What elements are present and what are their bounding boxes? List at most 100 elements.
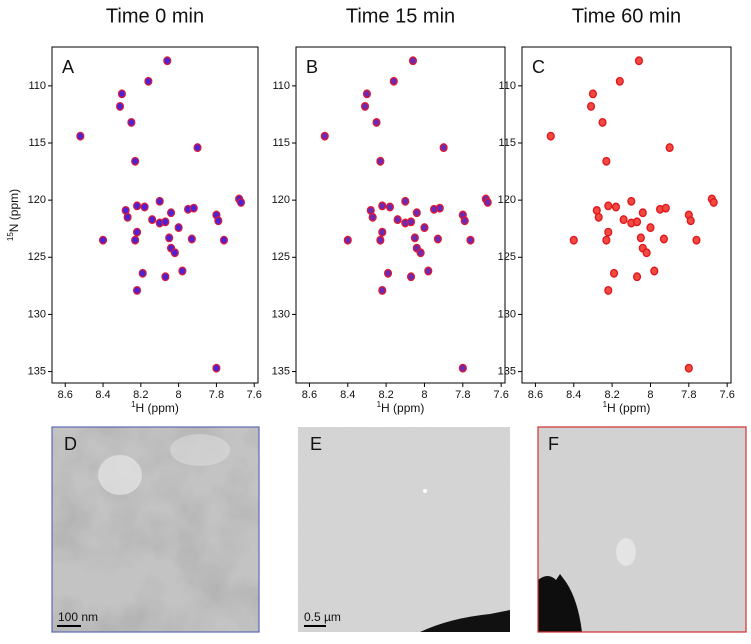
peak: [167, 208, 176, 218]
peak: [410, 233, 419, 243]
panel-label: E: [310, 434, 322, 454]
peak: [424, 266, 433, 276]
y-tick-label: 130: [498, 308, 516, 320]
y-tick-label: 130: [272, 308, 290, 320]
panel-label: F: [548, 434, 559, 454]
y-tick-label: 125: [272, 251, 290, 263]
peak: [132, 285, 142, 295]
peak: [193, 143, 202, 153]
peak: [433, 234, 442, 244]
label-part: 15: [6, 232, 15, 241]
plot-frame: [51, 46, 259, 384]
plot-frame: [295, 46, 506, 384]
peak: [178, 266, 187, 276]
x-tick-label: 7.8: [209, 389, 224, 401]
peak: [117, 89, 126, 99]
peak: [148, 215, 157, 225]
label-part: 1: [131, 400, 136, 409]
peak: [684, 363, 693, 373]
peak: [588, 89, 597, 99]
peak: [483, 197, 492, 207]
peak: [439, 143, 448, 153]
scale-label: 0.5 µm: [304, 610, 341, 624]
peak: [161, 217, 170, 227]
peak: [406, 217, 416, 227]
panel-label: D: [64, 434, 77, 454]
y-tick-label: 125: [498, 251, 516, 263]
peak: [435, 203, 444, 213]
peak: [406, 272, 416, 282]
label-part: 1: [603, 400, 608, 409]
peak: [144, 76, 153, 86]
peak: [604, 285, 613, 295]
panel-label: C: [532, 57, 545, 77]
peak: [214, 216, 223, 226]
y-tick-label: 110: [272, 80, 290, 92]
peak: [236, 197, 246, 207]
y-axis-label: 15N (ppm): [6, 189, 21, 241]
peak: [408, 56, 418, 66]
peak: [212, 363, 221, 373]
peak: [401, 196, 410, 206]
peak: [636, 233, 645, 243]
peak: [343, 235, 352, 245]
peak: [458, 363, 467, 373]
y-tick-label: 135: [272, 365, 290, 377]
x-tick-label: 8.6: [302, 389, 317, 401]
x-tick-label: 8: [647, 389, 653, 401]
peak: [609, 268, 619, 278]
x-tick-label: 8.2: [133, 389, 148, 401]
panel-label: A: [62, 57, 74, 77]
x-tick-label: 8.2: [378, 389, 393, 401]
y-tick-label: 110: [28, 80, 46, 92]
tem-image-d: [52, 427, 259, 632]
peak: [131, 235, 140, 245]
peak: [642, 248, 651, 258]
y-tick-label: 110: [498, 80, 516, 92]
x-axis-label: 1H (ppm): [131, 400, 179, 415]
x-tick-label: 8.6: [528, 389, 543, 401]
y-tick-label: 115: [28, 137, 46, 149]
peak: [416, 248, 425, 258]
peak: [420, 223, 429, 233]
peak: [393, 215, 402, 225]
peak: [604, 201, 613, 211]
peak: [138, 268, 147, 278]
peak: [586, 101, 596, 111]
peak: [383, 268, 393, 278]
chart-title: Time 0 min: [106, 5, 204, 27]
peak: [372, 117, 381, 127]
x-tick-label: 7.8: [681, 389, 696, 401]
peak: [155, 196, 164, 206]
y-tick-label: 125: [28, 251, 46, 263]
frame-d: [51, 426, 260, 633]
peak: [115, 101, 125, 111]
peak: [389, 76, 398, 86]
peak: [709, 197, 718, 207]
peak: [123, 212, 132, 222]
peak: [634, 56, 644, 66]
x-tick-label: 7.6: [247, 389, 262, 401]
x-tick-label: 7.8: [455, 389, 470, 401]
peak: [466, 235, 475, 245]
peak: [650, 266, 659, 276]
y-tick-label: 130: [28, 308, 46, 320]
peak: [594, 212, 603, 222]
peak: [602, 235, 611, 245]
peak: [604, 227, 613, 237]
peak: [368, 212, 377, 222]
chart-title: Time 60 min: [572, 5, 681, 27]
y-tick-label: 135: [498, 365, 516, 377]
x-tick-label: 8.4: [340, 389, 355, 401]
peak: [376, 235, 385, 245]
peak: [362, 89, 371, 99]
peak: [140, 202, 149, 212]
peak: [378, 227, 387, 237]
y-tick-label: 120: [272, 194, 290, 206]
peak: [170, 248, 179, 258]
peak: [632, 272, 642, 282]
peak: [627, 196, 636, 206]
peak: [360, 101, 370, 111]
peak: [98, 235, 108, 245]
peak: [165, 233, 174, 243]
